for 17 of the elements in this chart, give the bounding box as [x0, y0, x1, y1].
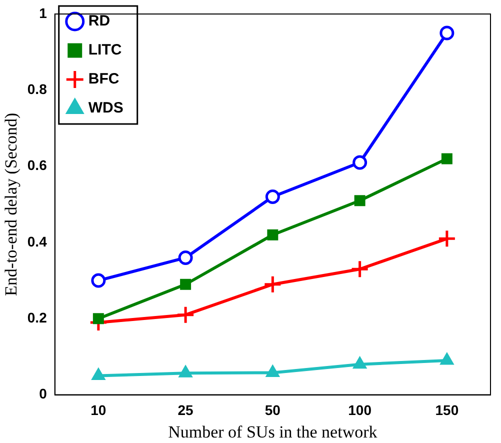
y-tick-label: 0.2	[27, 310, 48, 326]
x-tick-label: 150	[435, 402, 459, 418]
y-tick-label: 0.8	[27, 81, 48, 98]
x-tick-label: 10	[90, 402, 106, 418]
legend-label: BFC	[88, 70, 120, 88]
y-tick-label: 0.6	[27, 157, 48, 174]
x-tick-label: 100	[348, 402, 372, 418]
y-tick-label: 0	[39, 386, 48, 402]
y-axis-title: End-to-end delay (Second)	[2, 112, 21, 296]
legend-label: RD	[88, 12, 110, 30]
legend-label: WDS	[88, 100, 124, 117]
y-tick-label: 0.4	[27, 233, 48, 250]
x-tick-label: 25	[178, 402, 194, 418]
x-axis-title: Number of SUs in the network	[168, 422, 378, 442]
x-tick-label: 50	[264, 402, 281, 418]
y-tick-label: 1	[39, 4, 48, 21]
legend-label: LITC	[88, 42, 122, 59]
